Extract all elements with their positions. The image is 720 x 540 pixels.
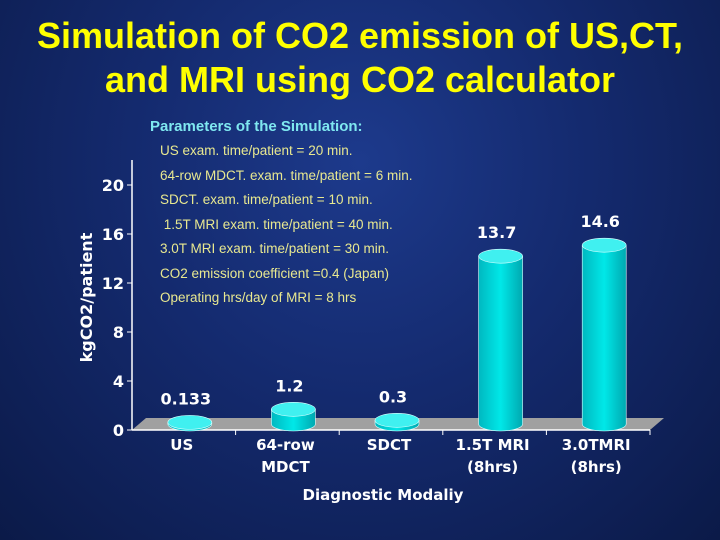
parameter-line: Operating hrs/day of MRI = 8 hrs — [160, 290, 357, 305]
x-tick-label: 1.5T MRI — [456, 436, 530, 454]
y-axis-label: kgCO2/patient — [77, 232, 96, 362]
x-tick-label: MDCT — [261, 458, 310, 476]
y-tick-label: 12 — [102, 274, 124, 293]
x-tick-label: SDCT — [367, 436, 412, 454]
bar-top — [374, 413, 420, 428]
bar-top — [581, 237, 627, 253]
x-axis-label: Diagnostic Modaliy — [303, 486, 464, 504]
parameter-line: 1.5T MRI exam. time/patient = 40 min. — [160, 216, 393, 232]
y-tick-label: 0 — [113, 421, 124, 440]
data-label: 0.3 — [379, 387, 407, 406]
y-tick-label: 8 — [113, 323, 124, 342]
parameters-heading: Parameters of the Simulation: — [150, 118, 363, 135]
data-label: 14.6 — [580, 212, 619, 231]
parameters-box: Parameters of the Simulation: US exam. t… — [150, 118, 412, 311]
bar — [581, 244, 627, 432]
bar — [478, 255, 523, 432]
parameter-line: 64-row MDCT. exam. time/patient = 6 min. — [160, 167, 413, 183]
parameter-line: SDCT. exam. time/patient = 10 min. — [160, 192, 373, 207]
x-tick-label: (8hrs) — [571, 458, 622, 476]
data-label: 1.2 — [275, 376, 303, 395]
bar-top — [271, 401, 316, 417]
y-tick-label: 4 — [113, 372, 124, 391]
parameter-line: US exam. time/patient = 20 min. — [160, 143, 353, 158]
parameter-line: 3.0T MRI exam. time/patient = 30 min. — [160, 241, 389, 256]
y-tick-label: 16 — [102, 225, 124, 244]
data-label: 0.133 — [160, 389, 211, 408]
x-tick-label: (8hrs) — [467, 458, 518, 476]
parameter-line: CO2 emission coefficient =0.4 (Japan) — [160, 265, 389, 281]
bar-top — [167, 415, 213, 430]
slide-title: Simulation of CO2 emission of US,CT, and… — [36, 15, 684, 100]
data-label: 13.7 — [477, 223, 516, 242]
y-tick-label: 20 — [102, 176, 124, 195]
bar-top — [478, 248, 523, 264]
x-tick-label: US — [170, 436, 193, 454]
x-tick-label: 3.0TMRI — [562, 436, 631, 454]
x-tick-label: 64-row — [256, 436, 315, 454]
